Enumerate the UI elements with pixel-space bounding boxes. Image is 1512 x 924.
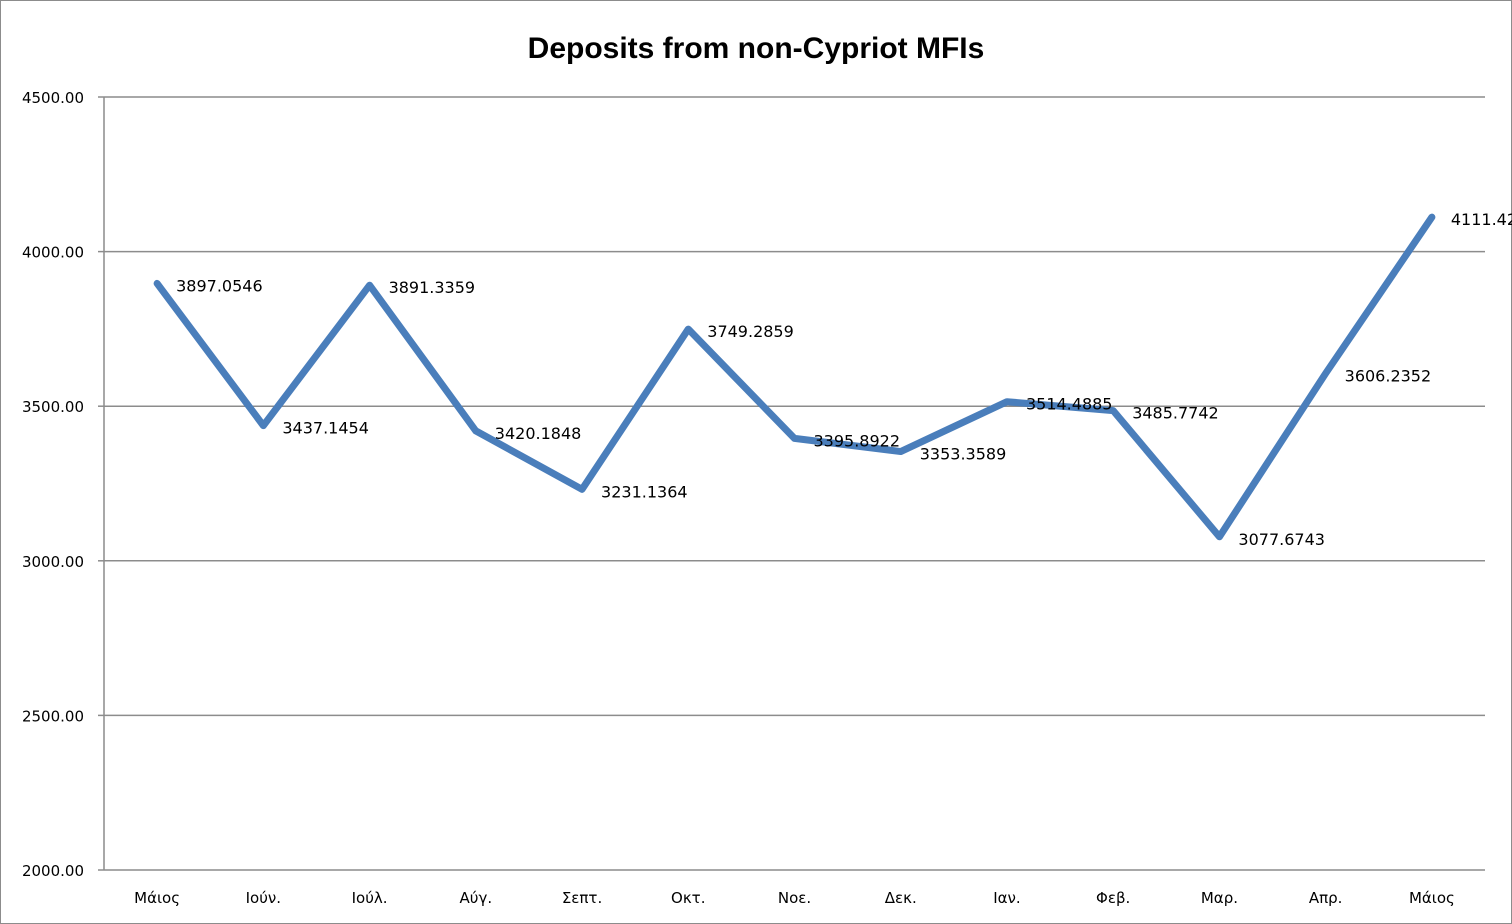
y-tick-label: 4000.00 xyxy=(22,244,84,262)
y-tick-label: 3500.00 xyxy=(22,398,84,416)
y-tick-label: 2000.00 xyxy=(22,862,84,880)
x-tick-label: Αύγ. xyxy=(460,889,493,907)
x-tick-label: Νοε. xyxy=(778,889,811,907)
data-label: 4111.4226 xyxy=(1451,210,1512,229)
data-label: 3420.1848 xyxy=(495,424,582,443)
x-tick-label: Μάιος xyxy=(1409,889,1455,907)
data-label: 3897.0546 xyxy=(176,276,263,295)
data-label: 3749.2859 xyxy=(707,322,794,341)
x-tick-label: Δεκ. xyxy=(885,889,917,907)
x-tick-label: Ιούν. xyxy=(246,889,281,907)
x-tick-label: Απρ. xyxy=(1309,889,1343,907)
y-tick-label: 4500.00 xyxy=(22,89,84,107)
data-label: 3891.3359 xyxy=(389,278,476,297)
chart-title: Deposits from non-Cypriot MFIs xyxy=(528,32,985,65)
data-label: 3395.8922 xyxy=(814,431,901,450)
data-label: 3437.1454 xyxy=(282,419,369,438)
data-label: 3077.6743 xyxy=(1238,530,1325,549)
x-tick-label: Μαρ. xyxy=(1201,889,1238,907)
series-line xyxy=(153,213,1436,541)
x-tick-label: Ιούλ. xyxy=(352,889,388,907)
y-tick-label: 3000.00 xyxy=(22,553,84,571)
x-tick-label: Οκτ. xyxy=(671,889,705,907)
x-tick-label: Μάιος xyxy=(134,889,180,907)
x-tick-label: Σεπτ. xyxy=(562,889,602,907)
x-tick-label: Φεβ. xyxy=(1096,889,1130,907)
data-label: 3485.7742 xyxy=(1132,404,1219,423)
data-label: 3606.2352 xyxy=(1345,366,1432,385)
data-label: 3514.4885 xyxy=(1026,395,1113,414)
data-label: 3353.3589 xyxy=(920,445,1007,464)
x-tick-label: Ιαν. xyxy=(993,889,1020,907)
data-label: 3231.1364 xyxy=(601,482,688,501)
y-tick-label: 2500.00 xyxy=(22,707,84,725)
